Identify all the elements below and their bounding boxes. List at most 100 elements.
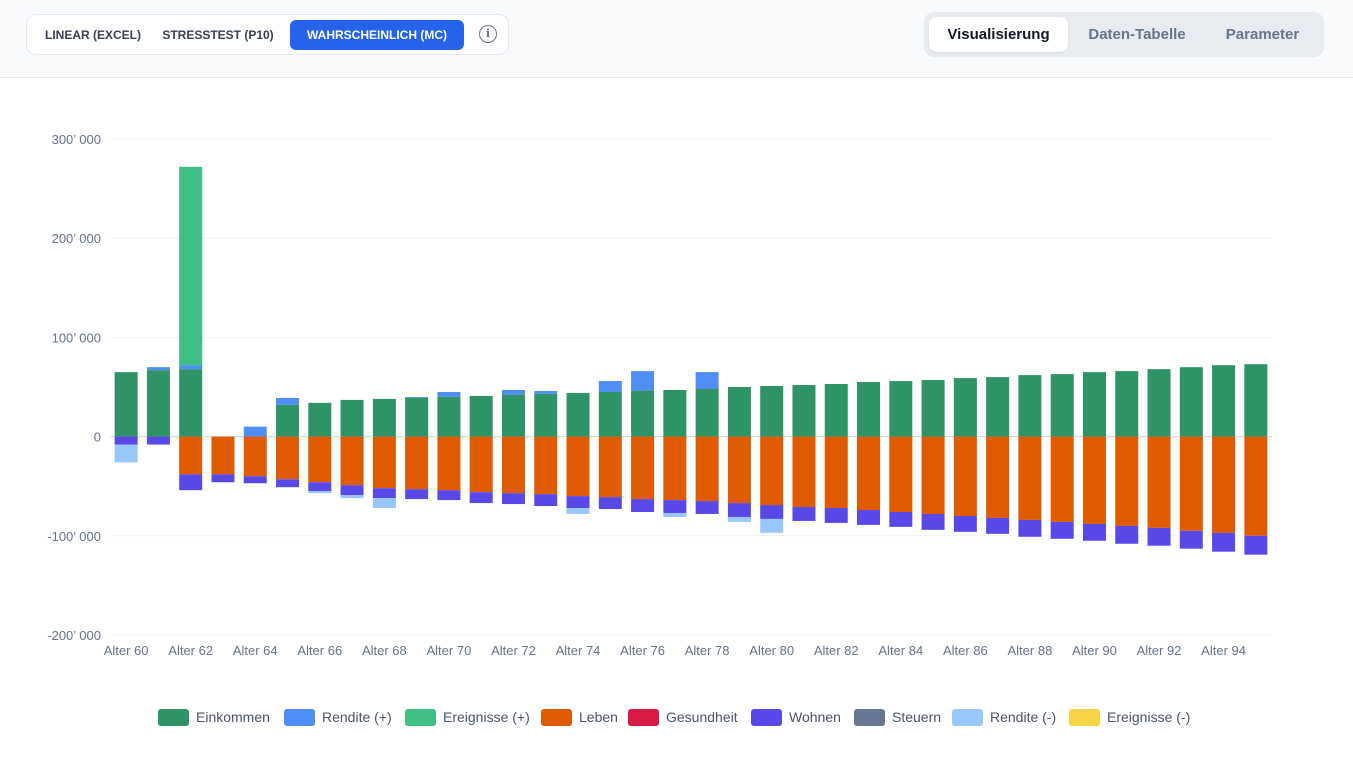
bar-segment[interactable] — [1018, 519, 1042, 537]
bar-segment[interactable] — [1115, 371, 1139, 437]
bar-segment[interactable] — [179, 474, 203, 491]
bar-segment[interactable] — [405, 489, 429, 500]
bar-segment[interactable] — [663, 512, 687, 517]
bar-segment[interactable] — [340, 399, 364, 437]
bar-segment[interactable] — [598, 391, 622, 437]
bar-segment[interactable] — [437, 490, 461, 501]
bar-segment[interactable] — [857, 510, 881, 525]
bar-segment[interactable] — [469, 492, 493, 504]
bar-segment[interactable] — [727, 436, 751, 504]
bar-segment[interactable] — [663, 436, 687, 501]
bar-segment[interactable] — [566, 436, 590, 497]
bar-segment[interactable] — [146, 370, 170, 437]
bar-segment[interactable] — [631, 436, 655, 500]
bar-segment[interactable] — [1115, 436, 1139, 526]
bar-segment[interactable] — [663, 500, 687, 513]
bar-segment[interactable] — [276, 397, 300, 405]
bar-segment[interactable] — [405, 436, 429, 490]
bar-segment[interactable] — [1018, 375, 1042, 437]
bar-segment[interactable] — [276, 436, 300, 480]
tab-visualisierung[interactable]: Visualisierung — [929, 17, 1068, 52]
bar-segment[interactable] — [1212, 365, 1236, 437]
bar-segment[interactable] — [857, 382, 881, 437]
bar-segment[interactable] — [760, 505, 784, 519]
bar-segment[interactable] — [598, 497, 622, 510]
bar-segment[interactable] — [889, 511, 913, 527]
bar-segment[interactable] — [534, 393, 558, 437]
bar-segment[interactable] — [372, 498, 396, 509]
bar-segment[interactable] — [792, 436, 816, 508]
bar-segment[interactable] — [953, 378, 977, 437]
bar-segment[interactable] — [211, 436, 235, 475]
bar-segment[interactable] — [469, 436, 493, 493]
bar-segment[interactable] — [727, 516, 751, 522]
bar-segment[interactable] — [501, 394, 525, 437]
bar-segment[interactable] — [760, 386, 784, 437]
bar-segment[interactable] — [631, 390, 655, 437]
bar-segment[interactable] — [308, 482, 332, 492]
bar-segment[interactable] — [921, 513, 945, 530]
bar-segment[interactable] — [663, 389, 687, 437]
tab-parameter[interactable]: Parameter — [1225, 26, 1300, 43]
bar-segment[interactable] — [1179, 367, 1203, 437]
bar-segment[interactable] — [1082, 523, 1106, 541]
bar-segment[interactable] — [566, 508, 590, 514]
bar-segment[interactable] — [372, 436, 396, 489]
bar-segment[interactable] — [179, 365, 203, 370]
bar-segment[interactable] — [1050, 374, 1074, 437]
bar-segment[interactable] — [146, 436, 170, 445]
bar-segment[interactable] — [243, 426, 267, 437]
bar-segment[interactable] — [1212, 532, 1236, 552]
bar-segment[interactable] — [437, 396, 461, 437]
bar-segment[interactable] — [566, 392, 590, 437]
bar-segment[interactable] — [1147, 436, 1171, 528]
bar-segment[interactable] — [889, 381, 913, 437]
bar-segment[interactable] — [308, 491, 332, 494]
bar-segment[interactable] — [372, 488, 396, 499]
bar-segment[interactable] — [1050, 521, 1074, 539]
bar-segment[interactable] — [1082, 436, 1106, 524]
info-icon[interactable]: i — [479, 25, 497, 43]
bar-segment[interactable] — [986, 436, 1010, 518]
bar-segment[interactable] — [243, 436, 267, 477]
bar-segment[interactable] — [566, 496, 590, 509]
bar-segment[interactable] — [792, 507, 816, 521]
bar-segment[interactable] — [760, 518, 784, 533]
bar-segment[interactable] — [921, 436, 945, 514]
bar-segment[interactable] — [953, 515, 977, 532]
bar-segment[interactable] — [469, 395, 493, 437]
bar-segment[interactable] — [792, 385, 816, 437]
bar-segment[interactable] — [760, 436, 784, 506]
bar-segment[interactable] — [114, 372, 138, 437]
bar-segment[interactable] — [114, 444, 138, 463]
bar-segment[interactable] — [372, 398, 396, 437]
bar-segment[interactable] — [921, 380, 945, 437]
bar-segment[interactable] — [501, 436, 525, 494]
bar-segment[interactable] — [986, 517, 1010, 534]
bar-segment[interactable] — [276, 404, 300, 437]
bar-segment[interactable] — [1147, 527, 1171, 546]
bar-segment[interactable] — [1179, 530, 1203, 549]
bar-segment[interactable] — [501, 493, 525, 505]
bar-segment[interactable] — [1018, 436, 1042, 520]
bar-segment[interactable] — [276, 479, 300, 488]
bar-segment[interactable] — [405, 397, 429, 437]
bar-segment[interactable] — [211, 474, 235, 483]
bar-segment[interactable] — [1244, 364, 1268, 437]
bar-segment[interactable] — [857, 436, 881, 511]
bar-segment[interactable] — [695, 501, 719, 514]
bar-segment[interactable] — [953, 436, 977, 516]
bar-segment[interactable] — [340, 495, 364, 499]
bar-segment[interactable] — [727, 387, 751, 437]
bar-segment[interactable] — [824, 384, 848, 437]
scenario-linear-button[interactable]: LINEAR (EXCEL) — [45, 28, 141, 42]
bar-segment[interactable] — [1244, 436, 1268, 536]
bar-segment[interactable] — [405, 396, 429, 398]
bar-segment[interactable] — [1179, 436, 1203, 531]
bar-segment[interactable] — [824, 508, 848, 523]
bar-segment[interactable] — [1050, 436, 1074, 522]
bar-segment[interactable] — [695, 372, 719, 389]
bar-segment[interactable] — [534, 390, 558, 394]
bar-segment[interactable] — [889, 436, 913, 512]
bar-segment[interactable] — [631, 371, 655, 391]
